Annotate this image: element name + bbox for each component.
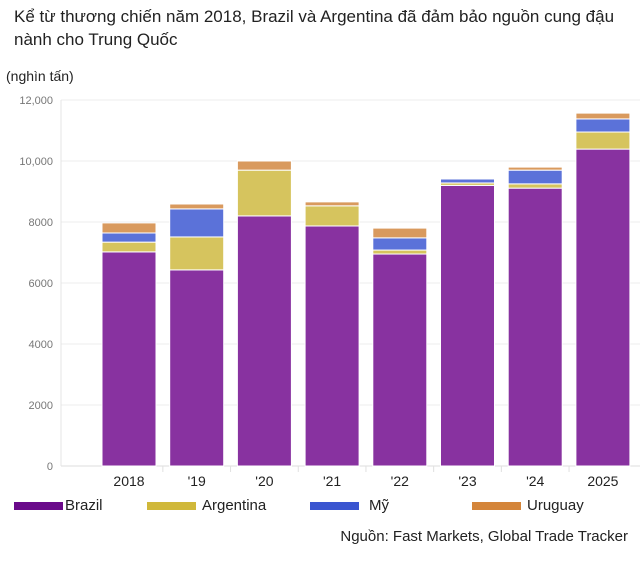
bar-brazil-4: [372, 253, 428, 467]
bar-m-0: [101, 232, 157, 243]
legend-item-uruguay: Uruguay: [472, 497, 584, 514]
legend-label: Argentina: [202, 497, 267, 514]
bar-brazil-1: [169, 269, 225, 467]
y-tick-label: 10,000: [19, 156, 53, 168]
chart-title: Kể từ thương chiến năm 2018, Brazil và A…: [14, 7, 615, 49]
legend-item-my: Mỹ: [310, 497, 389, 514]
bar-uruguay-0: [101, 222, 157, 234]
bar-uruguay-4: [372, 227, 428, 239]
x-tick-label: '20: [255, 473, 273, 489]
y-tick-label: 6000: [29, 278, 53, 290]
bar-m-1: [169, 208, 225, 238]
bar-argentina-2: [236, 169, 292, 217]
y-tick-label: 4000: [29, 339, 53, 351]
x-tick-label: '24: [526, 473, 544, 489]
bar-uruguay-2: [236, 160, 292, 171]
bar-m-4: [372, 237, 428, 251]
source-note: Nguồn: Fast Markets, Global Trade Tracke…: [340, 528, 628, 545]
bar-brazil-2: [236, 215, 292, 467]
x-tick-label: '19: [188, 473, 206, 489]
legend-swatch: [147, 501, 196, 510]
x-tick-label: 2018: [113, 473, 144, 489]
bar-uruguay-3: [304, 201, 360, 207]
bar-argentina-6: [507, 183, 563, 189]
y-tick-label: 12,000: [19, 95, 53, 107]
bar-uruguay-6: [507, 166, 563, 171]
bar-uruguay-7: [575, 112, 631, 120]
bar-brazil-6: [507, 187, 563, 467]
legend-label: Mỹ: [369, 497, 389, 514]
bar-brazil-0: [101, 251, 157, 467]
y-tick-label: 2000: [29, 400, 53, 412]
legend: Brazil Argentina Mỹ Uruguay: [0, 497, 640, 519]
bar-uruguay-1: [169, 203, 225, 210]
bar-argentina-1: [169, 236, 225, 271]
x-tick-label: '21: [323, 473, 341, 489]
bar-argentina-7: [575, 131, 631, 150]
bar-m-7: [575, 118, 631, 133]
bar-argentina-4: [372, 249, 428, 255]
legend-item-argentina: Argentina: [147, 497, 266, 514]
legend-label: Uruguay: [527, 497, 584, 514]
bar-argentina-3: [304, 205, 360, 227]
legend-swatch: [472, 501, 521, 510]
bar-brazil-7: [575, 148, 631, 467]
bar-m-5: [440, 178, 495, 184]
x-tick-label: '23: [458, 473, 476, 489]
x-tick-label: '22: [391, 473, 409, 489]
legend-swatch: [310, 501, 359, 510]
y-tick-label: 8000: [29, 217, 53, 229]
bar-m-6: [507, 169, 563, 185]
bar-brazil-5: [440, 184, 495, 467]
y-tick-label: 0: [47, 461, 53, 473]
legend-swatch: [14, 501, 63, 510]
bar-brazil-3: [304, 225, 360, 467]
legend-item-brazil: Brazil: [14, 497, 103, 514]
x-tick-label: 2025: [587, 473, 618, 489]
legend-label: Brazil: [65, 497, 103, 514]
bar-chart: 0 2000 4000 6000 8000 10,000 12,000 2018 '19 '20…: [19, 95, 640, 489]
y-axis-label: (nghìn tấn): [6, 68, 74, 84]
bar-argentina-0: [101, 241, 157, 253]
